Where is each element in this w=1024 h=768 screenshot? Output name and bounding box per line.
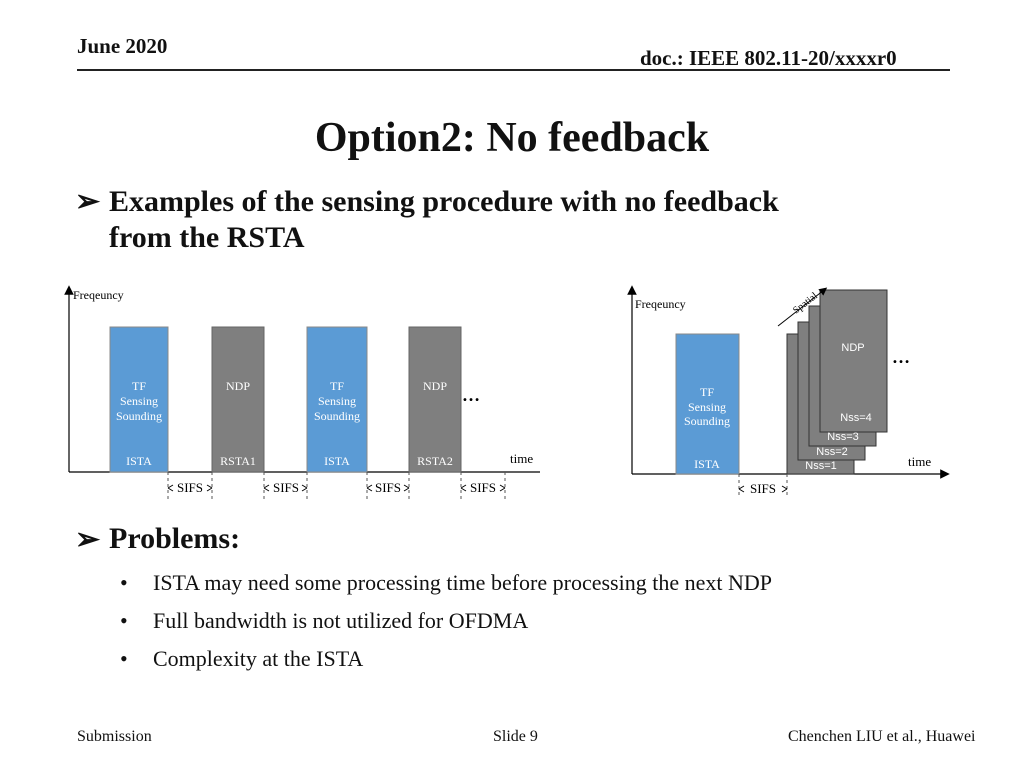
left-ellipsis: … <box>462 385 480 405</box>
bullet-dot-icon: • <box>120 608 128 633</box>
block-station: ISTA <box>126 454 152 468</box>
footer-slide-number: Slide 9 <box>493 728 538 745</box>
right-ellipsis: … <box>892 347 910 367</box>
nss-3-label: Nss=3 <box>827 431 859 443</box>
ndp-label: NDP <box>841 342 864 354</box>
left-block-tf-2: TF Sensing Sounding ISTA <box>306 326 368 473</box>
block-label: Sensing <box>688 400 726 414</box>
left-sifs-2: SIFS <box>273 480 299 495</box>
right-xlabel: time <box>908 454 931 469</box>
block-station: RSTA2 <box>417 454 453 468</box>
slide-title: Option2: No feedback <box>314 115 710 161</box>
arrow-bullet-icon: ➢ <box>75 185 101 218</box>
left-xlabel: time <box>510 451 533 466</box>
arrow-bullet-icon: ➢ <box>75 523 101 556</box>
bullet-dot-icon: • <box>120 646 128 671</box>
nss-2-label: Nss=2 <box>816 446 848 458</box>
header-rule <box>77 69 950 71</box>
block-label: NDP <box>423 379 447 393</box>
right-block-tf: TF Sensing Sounding ISTA <box>675 333 740 475</box>
block-label: Sounding <box>314 409 360 423</box>
right-sifs-arrows <box>738 485 788 493</box>
diagram-right: Freqeuncy time TF Sensing Sounding ISTA … <box>627 285 950 498</box>
block-label: Sounding <box>116 409 162 423</box>
left-ylabel: Freqeuncy <box>73 288 124 302</box>
problem-item-text: Full bandwidth is not utilized for OFDMA <box>153 608 529 633</box>
right-ndp-stack: NDP Nss=4 Nss=3 Nss=2 Nss=1 <box>786 289 888 475</box>
right-ylabel: Freqeuncy <box>635 297 686 311</box>
left-sifs-3: SIFS <box>375 480 401 495</box>
left-sifs-4: SIFS <box>470 480 496 495</box>
block-station: ISTA <box>694 457 720 471</box>
block-label: TF <box>132 379 146 393</box>
right-sifs: SIFS <box>750 481 776 496</box>
block-station: ISTA <box>324 454 350 468</box>
bullet-examples-text: Examples of the sensing procedure with n… <box>109 184 929 256</box>
problem-item-text: ISTA may need some processing time befor… <box>153 570 772 595</box>
block-label: TF <box>700 385 714 399</box>
right-sifs-guides <box>738 474 788 498</box>
header-doc-id: doc.: IEEE 802.11-20/xxxxr0 <box>640 46 897 70</box>
problems-heading: Problems: <box>109 522 241 555</box>
left-sifs-arrows <box>167 484 506 492</box>
left-sifs-1: SIFS <box>177 480 203 495</box>
left-block-tf-2-rect <box>306 326 368 473</box>
header-date: June 2020 <box>77 34 168 58</box>
bullet-examples-line1: Examples of the sensing procedure with n… <box>109 185 779 218</box>
left-block-ndp-2: NDP RSTA2 <box>408 326 462 473</box>
right-block-tf-rect <box>675 333 740 475</box>
footer-author: Chenchen LIU et al., Huawei <box>788 728 976 745</box>
left-block-ndp-1-rect <box>211 326 265 473</box>
left-block-ndp-2-rect <box>408 326 462 473</box>
left-block-tf-1-rect <box>109 326 169 473</box>
nss-1-label: Nss=1 <box>805 460 837 472</box>
problem-item-text: Complexity at the ISTA <box>153 646 364 671</box>
block-label: TF <box>330 379 344 393</box>
bullet-dot-icon: • <box>120 570 128 595</box>
left-block-ndp-1: NDP RSTA1 <box>211 326 265 473</box>
ndp-layer-4 <box>819 289 888 433</box>
footer-submission: Submission <box>77 728 152 745</box>
block-label: Sensing <box>318 394 356 408</box>
diagram-left: Freqeuncy time TF Sensing Sounding ISTA … <box>64 285 540 502</box>
block-label: NDP <box>226 379 250 393</box>
nss-4-label: Nss=4 <box>840 412 872 424</box>
spatial-arrow-icon <box>777 287 828 327</box>
block-label: Sounding <box>684 414 730 428</box>
bullet-examples-line2: from the RSTA <box>109 221 305 254</box>
left-block-tf-1: TF Sensing Sounding ISTA <box>109 326 169 473</box>
block-label: Sensing <box>120 394 158 408</box>
block-station: RSTA1 <box>220 454 256 468</box>
left-sifs-guides <box>167 472 506 502</box>
